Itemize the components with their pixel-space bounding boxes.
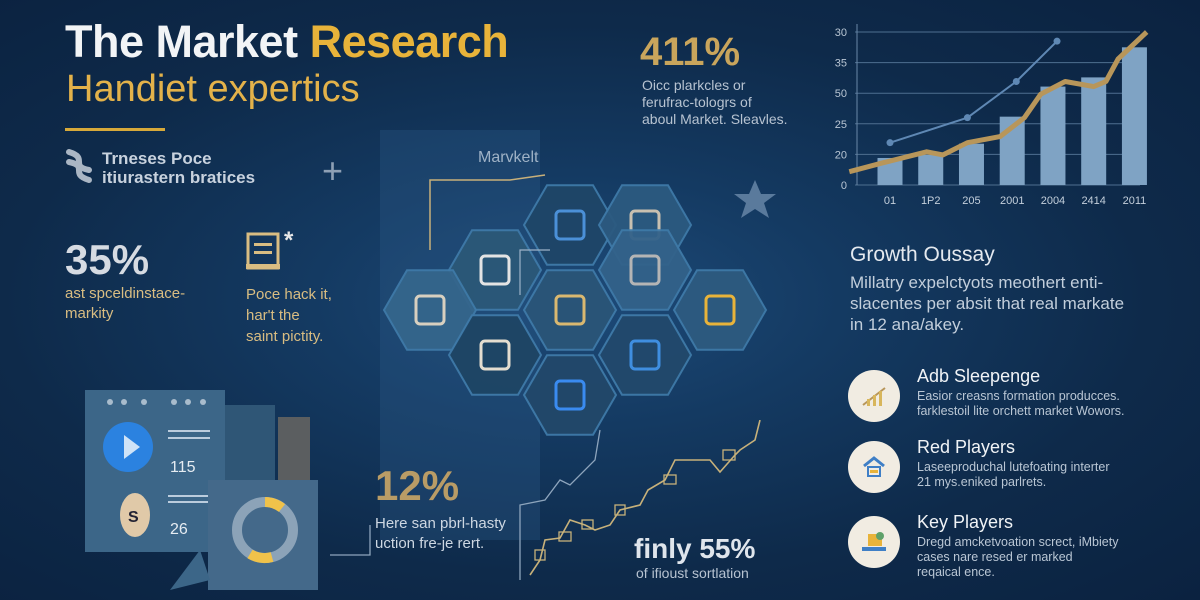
house-hand-icon bbox=[848, 441, 900, 493]
y-tick-label: 25 bbox=[835, 119, 847, 131]
hexagon bbox=[672, 269, 768, 351]
line-point bbox=[1012, 77, 1020, 85]
growth-text: Millatry expelctyots meothert enti-slace… bbox=[850, 273, 1125, 334]
server-icon bbox=[479, 254, 511, 286]
plus-icon: + bbox=[322, 150, 344, 191]
bar bbox=[1121, 47, 1147, 185]
bar bbox=[958, 143, 984, 185]
page-subtitle: Handiet expertics bbox=[66, 68, 360, 110]
stat-12-value: 12% bbox=[375, 462, 460, 509]
growth-chart-icon bbox=[848, 370, 900, 422]
gauge-icon bbox=[479, 339, 511, 371]
document-list-icon bbox=[629, 339, 661, 371]
y-tick-label: 0 bbox=[841, 180, 847, 192]
series-line bbox=[848, 30, 1149, 175]
y-tick-label: 50 bbox=[835, 88, 847, 100]
growth-bar-chart: 0 20 25 50 35 30 01 1P2 205 2001 2004 2414 2011 bbox=[835, 24, 1149, 207]
hex-cluster-label: Marvkelt bbox=[478, 149, 539, 166]
y-tick-label: 35 bbox=[835, 58, 847, 70]
x-tick-label: 2001 bbox=[1000, 195, 1024, 207]
dashboard-illustration: 115 S 26 bbox=[85, 390, 318, 590]
hand-icon bbox=[554, 379, 586, 411]
series-line bbox=[889, 40, 1058, 144]
line-point bbox=[1053, 37, 1061, 45]
hexagon bbox=[597, 314, 693, 396]
list-item: Red Players Laseeproduchal lutefoating in… bbox=[848, 437, 1188, 497]
stat-411-value: 411% bbox=[640, 30, 741, 74]
y-tick-label: 20 bbox=[835, 149, 847, 161]
bar bbox=[918, 154, 944, 185]
hexagon bbox=[522, 184, 618, 266]
x-tick-label: 205 bbox=[962, 195, 980, 207]
stat-55-caption: of ifioust sortlation bbox=[636, 565, 749, 581]
x-tick-label: 2414 bbox=[1081, 195, 1105, 207]
growth-title: Growth Oussay bbox=[850, 243, 995, 266]
x-tick-label: 2011 bbox=[1123, 195, 1147, 207]
network-icon bbox=[554, 294, 586, 326]
stat-55-value: finly 55% bbox=[634, 533, 756, 564]
x-tick-label: 1P2 bbox=[921, 195, 941, 207]
feature-text: Trneses Poce itiurastern bratices bbox=[102, 149, 256, 187]
envelope-icon bbox=[704, 294, 736, 326]
stat-35-value: 35% bbox=[65, 236, 150, 283]
y-tick-label: 30 bbox=[835, 27, 847, 39]
document-icon: * bbox=[246, 227, 294, 270]
hexagon bbox=[447, 314, 543, 396]
hexagon bbox=[522, 269, 618, 351]
stat-12-caption: Here san pbrl-hasty uction fre-je rert. bbox=[375, 515, 506, 552]
page-title: The Market Research bbox=[65, 16, 509, 67]
line-point bbox=[963, 114, 971, 122]
star-icon bbox=[734, 180, 776, 218]
people-map-icon bbox=[848, 516, 900, 568]
step-line-chart bbox=[330, 420, 761, 580]
line-point bbox=[886, 139, 894, 147]
clipboard-chart-icon bbox=[414, 294, 446, 326]
list-item: Key Players Dregd amcketvoation screct, i… bbox=[848, 512, 1188, 579]
stat-411-caption: Oicc plarkcles or ferufrac-tologrs of abou… bbox=[642, 77, 788, 127]
svg-text:S: S bbox=[128, 509, 139, 526]
bar-chart-icon bbox=[554, 209, 586, 241]
x-tick-label: 01 bbox=[884, 195, 896, 207]
bar bbox=[1081, 77, 1107, 185]
title-divider bbox=[65, 128, 165, 131]
stat-35-caption: ast spceldinstace-markity bbox=[65, 285, 186, 322]
tools-icon bbox=[629, 254, 661, 286]
svg-text:*: * bbox=[284, 227, 294, 254]
note-text: Poce hack it, har't the saint pictity. bbox=[246, 286, 332, 345]
dashboard-value-2: 26 bbox=[170, 521, 188, 538]
list-item: Adb Sleepenge Easior creasns formation pr… bbox=[848, 366, 1188, 426]
hexagon bbox=[522, 354, 618, 436]
dna-icon bbox=[66, 149, 92, 183]
x-tick-label: 2004 bbox=[1041, 195, 1065, 207]
dashboard-value-1: 115 bbox=[170, 459, 196, 476]
hex-cluster: Marvkelt bbox=[380, 130, 776, 540]
bar bbox=[1040, 86, 1066, 185]
hexagon bbox=[597, 229, 693, 311]
dollar-icon bbox=[120, 493, 150, 537]
